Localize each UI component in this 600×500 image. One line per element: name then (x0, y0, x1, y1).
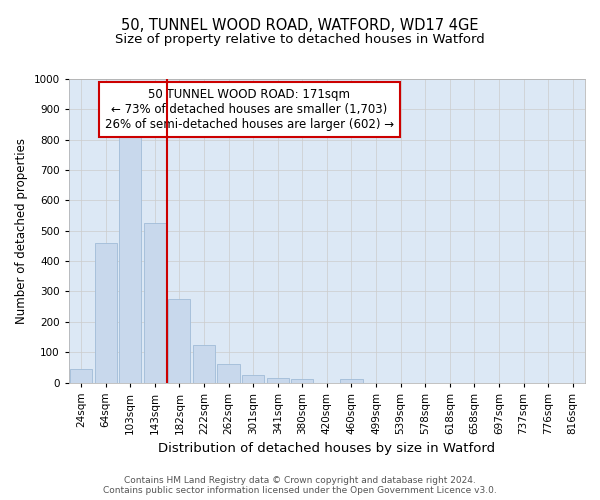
Bar (143, 223, 166, 382)
Text: 50, TUNNEL WOOD ROAD, WATFORD, WD17 4GE: 50, TUNNEL WOOD ROAD, WATFORD, WD17 4GE (121, 18, 479, 32)
Bar (119, 136, 141, 382)
Bar (168, 299, 190, 382)
Y-axis label: Number of detached properties: Number of detached properties (15, 138, 28, 324)
Text: Contains HM Land Registry data © Crown copyright and database right 2024.
Contai: Contains HM Land Registry data © Crown c… (103, 476, 497, 495)
Bar (193, 344, 215, 383)
Bar (242, 375, 264, 382)
X-axis label: Distribution of detached houses by size in Watford: Distribution of detached houses by size … (158, 442, 496, 455)
Bar (291, 380, 313, 382)
Text: 50 TUNNEL WOOD ROAD: 171sqm
← 73% of detached houses are smaller (1,703)
26% of : 50 TUNNEL WOOD ROAD: 171sqm ← 73% of det… (105, 88, 394, 131)
Bar (70, 369, 92, 382)
Bar (266, 378, 289, 382)
Bar (217, 364, 239, 382)
Text: Size of property relative to detached houses in Watford: Size of property relative to detached ho… (115, 32, 485, 46)
Bar (340, 380, 362, 382)
Bar (95, 243, 116, 382)
